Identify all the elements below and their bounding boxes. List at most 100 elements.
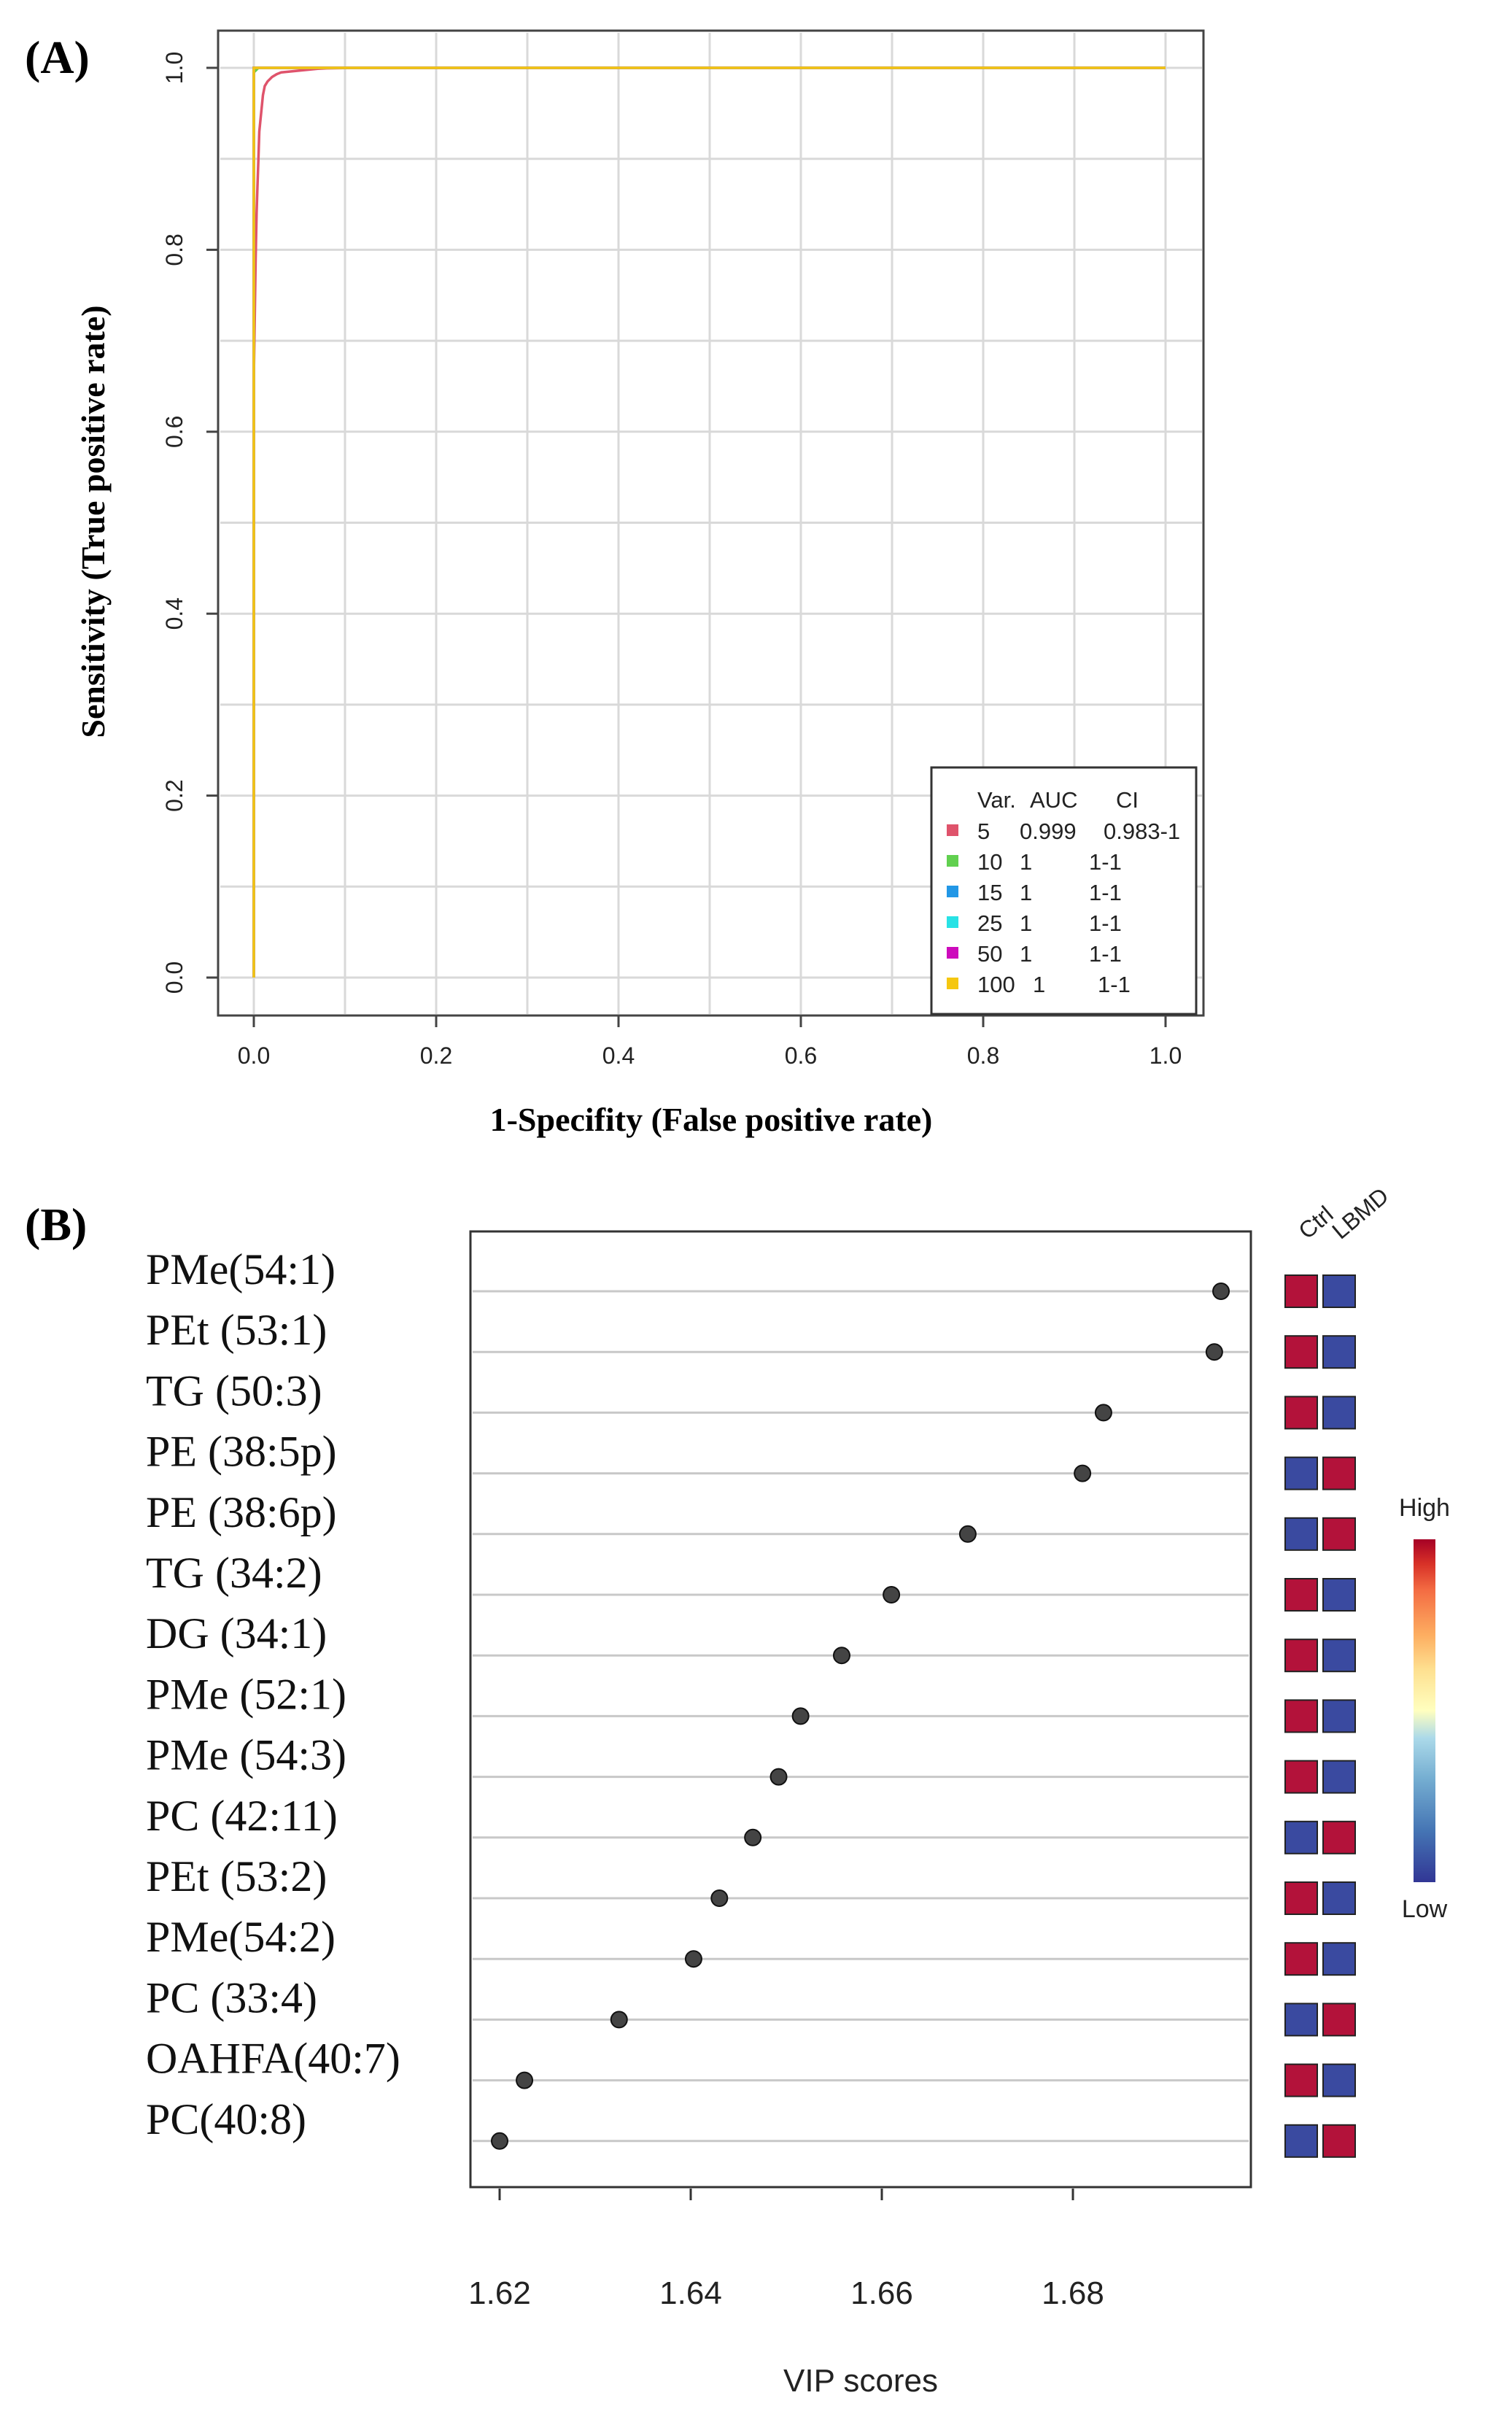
legend-header-ci: CI bbox=[1116, 787, 1139, 813]
roc-y-tick-label: 0.6 bbox=[161, 416, 187, 448]
legend-ci: 1-1 bbox=[1089, 849, 1122, 875]
vip-point bbox=[491, 2132, 508, 2150]
vip-x-tick-label: 1.62 bbox=[468, 2275, 531, 2311]
vip-feature-label: PEt (53:1) bbox=[146, 1306, 327, 1354]
roc-plot-frame bbox=[217, 29, 1205, 1017]
legend-var: 15 bbox=[977, 880, 1002, 905]
heat-cell-lbmd bbox=[1322, 1699, 1356, 1733]
legend-swatch-15 bbox=[947, 886, 958, 897]
vip-feature-label: PMe(54:1) bbox=[146, 1245, 336, 1293]
roc-curve-100 bbox=[252, 66, 1166, 978]
legend-header-auc: AUC bbox=[1030, 787, 1077, 813]
roc-y-tick-label: 0.8 bbox=[161, 233, 187, 266]
heat-cell-ctrl bbox=[1284, 1456, 1318, 1490]
heat-cell-lbmd bbox=[1322, 1578, 1356, 1612]
heat-cell-ctrl bbox=[1284, 1274, 1318, 1308]
legend-swatch-100 bbox=[947, 978, 958, 989]
colorbar-high-label: High bbox=[1399, 1494, 1450, 1522]
legend-auc: 1 bbox=[1020, 941, 1032, 967]
roc-legend: Var. AUC CI 5 0.999 0.983-1 10 1 1-1 15 1 1-1 25 1… bbox=[930, 766, 1198, 1015]
legend-var: 10 bbox=[977, 849, 1002, 875]
colorbar-low-label: Low bbox=[1402, 1895, 1448, 1923]
vip-point bbox=[1205, 1343, 1223, 1361]
heat-cell-lbmd bbox=[1322, 1517, 1356, 1551]
legend-swatch-5 bbox=[947, 824, 958, 836]
vip-feature-label: PC (42:11) bbox=[146, 1792, 338, 1840]
roc-x-tick-label: 0.6 bbox=[785, 1042, 817, 1069]
roc-x-axis-title: 1-Specifity (False positive rate) bbox=[490, 1101, 933, 1138]
heat-cells bbox=[1284, 1274, 1356, 2158]
vip-x-axis: 1.62 1.64 1.66 1.68 bbox=[468, 2189, 1104, 2311]
roc-x-tick-label: 0.8 bbox=[967, 1042, 999, 1069]
legend-ci: 1-1 bbox=[1089, 941, 1122, 967]
legend-box bbox=[930, 766, 1198, 1015]
legend-ci: 1-1 bbox=[1089, 880, 1122, 905]
heat-cell-lbmd bbox=[1322, 2003, 1356, 2037]
roc-x-tick-label: 0.2 bbox=[420, 1042, 452, 1069]
vip-point bbox=[832, 1647, 850, 1665]
heat-cell-lbmd bbox=[1322, 1274, 1356, 1308]
legend-swatch-10 bbox=[947, 855, 958, 867]
roc-panel: (A) 0.0 0.2 0.4 0.6 0.8 1.0 0.0 0.2 0.4 0.6 0.8 1.… bbox=[25, 29, 1205, 1138]
vip-point bbox=[710, 1889, 729, 1907]
heat-cell-ctrl bbox=[1284, 1820, 1318, 1854]
vip-feature-label: PC (33:4) bbox=[146, 1973, 317, 2022]
roc-x-tick-label: 0.4 bbox=[602, 1042, 635, 1069]
legend-var: 50 bbox=[977, 941, 1002, 967]
legend-auc: 1 bbox=[1020, 849, 1032, 875]
vip-point bbox=[791, 1707, 810, 1725]
heat-cell-lbmd bbox=[1322, 1639, 1356, 1673]
legend-swatch-50 bbox=[947, 947, 958, 959]
vip-feature-label: PE (38:6p) bbox=[146, 1488, 337, 1536]
roc-y-tick-label: 1.0 bbox=[161, 52, 187, 84]
heat-cell-lbmd bbox=[1322, 1396, 1356, 1430]
vip-point bbox=[1212, 1283, 1230, 1300]
roc-y-tick-label: 0.4 bbox=[161, 597, 187, 630]
legend-var: 25 bbox=[977, 910, 1002, 936]
heat-cell-ctrl bbox=[1284, 1578, 1318, 1612]
vip-grid bbox=[473, 1290, 1249, 2143]
vip-point bbox=[769, 1768, 788, 1786]
vip-point bbox=[1094, 1404, 1112, 1422]
heat-cell-lbmd bbox=[1322, 2063, 1356, 2097]
vip-feature-label: OAHFA(40:7) bbox=[146, 2035, 400, 2083]
roc-y-tick-label: 0.0 bbox=[161, 962, 187, 994]
legend-auc: 1 bbox=[1033, 972, 1045, 997]
legend-auc: 1 bbox=[1020, 880, 1032, 905]
legend-var: 5 bbox=[977, 819, 990, 844]
legend-var: 100 bbox=[977, 972, 1015, 997]
legend-auc: 1 bbox=[1020, 910, 1032, 936]
roc-y-tick-label: 0.2 bbox=[161, 779, 187, 811]
roc-curves bbox=[252, 66, 1166, 978]
heat-cell-lbmd bbox=[1322, 1760, 1356, 1794]
heat-cell-ctrl bbox=[1284, 1396, 1318, 1430]
vip-point bbox=[1074, 1464, 1092, 1482]
roc-x-tick-label: 0.0 bbox=[238, 1042, 270, 1069]
roc-y-axis-title: Sensitivity (True positive rate) bbox=[74, 305, 112, 738]
legend-entries: 5 0.999 0.983-1 10 1 1-1 15 1 1-1 25 1 1-1 50 1 1-1 100… bbox=[947, 819, 1180, 997]
vip-point bbox=[516, 2071, 534, 2089]
vip-feature-label: TG (34:2) bbox=[146, 1549, 322, 1597]
vip-x-tick-label: 1.66 bbox=[850, 2275, 913, 2311]
heat-cell-lbmd bbox=[1322, 1820, 1356, 1854]
heat-cell-ctrl bbox=[1284, 1881, 1318, 1915]
vip-point bbox=[744, 1828, 762, 1846]
legend-ci: 1-1 bbox=[1089, 910, 1122, 936]
legend-swatch-25 bbox=[947, 916, 958, 928]
vip-feature-label: PEt (53:2) bbox=[146, 1852, 327, 1900]
vip-x-axis-title: VIP scores bbox=[783, 2363, 938, 2399]
vip-point bbox=[610, 2011, 628, 2029]
vip-point bbox=[958, 1525, 977, 1543]
heat-cell-ctrl bbox=[1284, 2063, 1318, 2097]
heat-cell-lbmd bbox=[1322, 1335, 1356, 1369]
roc-x-tick-label: 1.0 bbox=[1149, 1042, 1182, 1069]
vip-feature-label: PMe (54:3) bbox=[146, 1731, 346, 1779]
heat-cell-ctrl bbox=[1284, 1942, 1318, 1976]
heat-cell-ctrl bbox=[1284, 2003, 1318, 2037]
legend-ci: 1-1 bbox=[1098, 972, 1131, 997]
heat-header-lbmd: LBMD bbox=[1327, 1183, 1393, 1245]
vip-feature-label: PMe (52:1) bbox=[146, 1670, 346, 1718]
heat-cell-ctrl bbox=[1284, 2124, 1318, 2158]
heat-cell-lbmd bbox=[1322, 1456, 1356, 1490]
